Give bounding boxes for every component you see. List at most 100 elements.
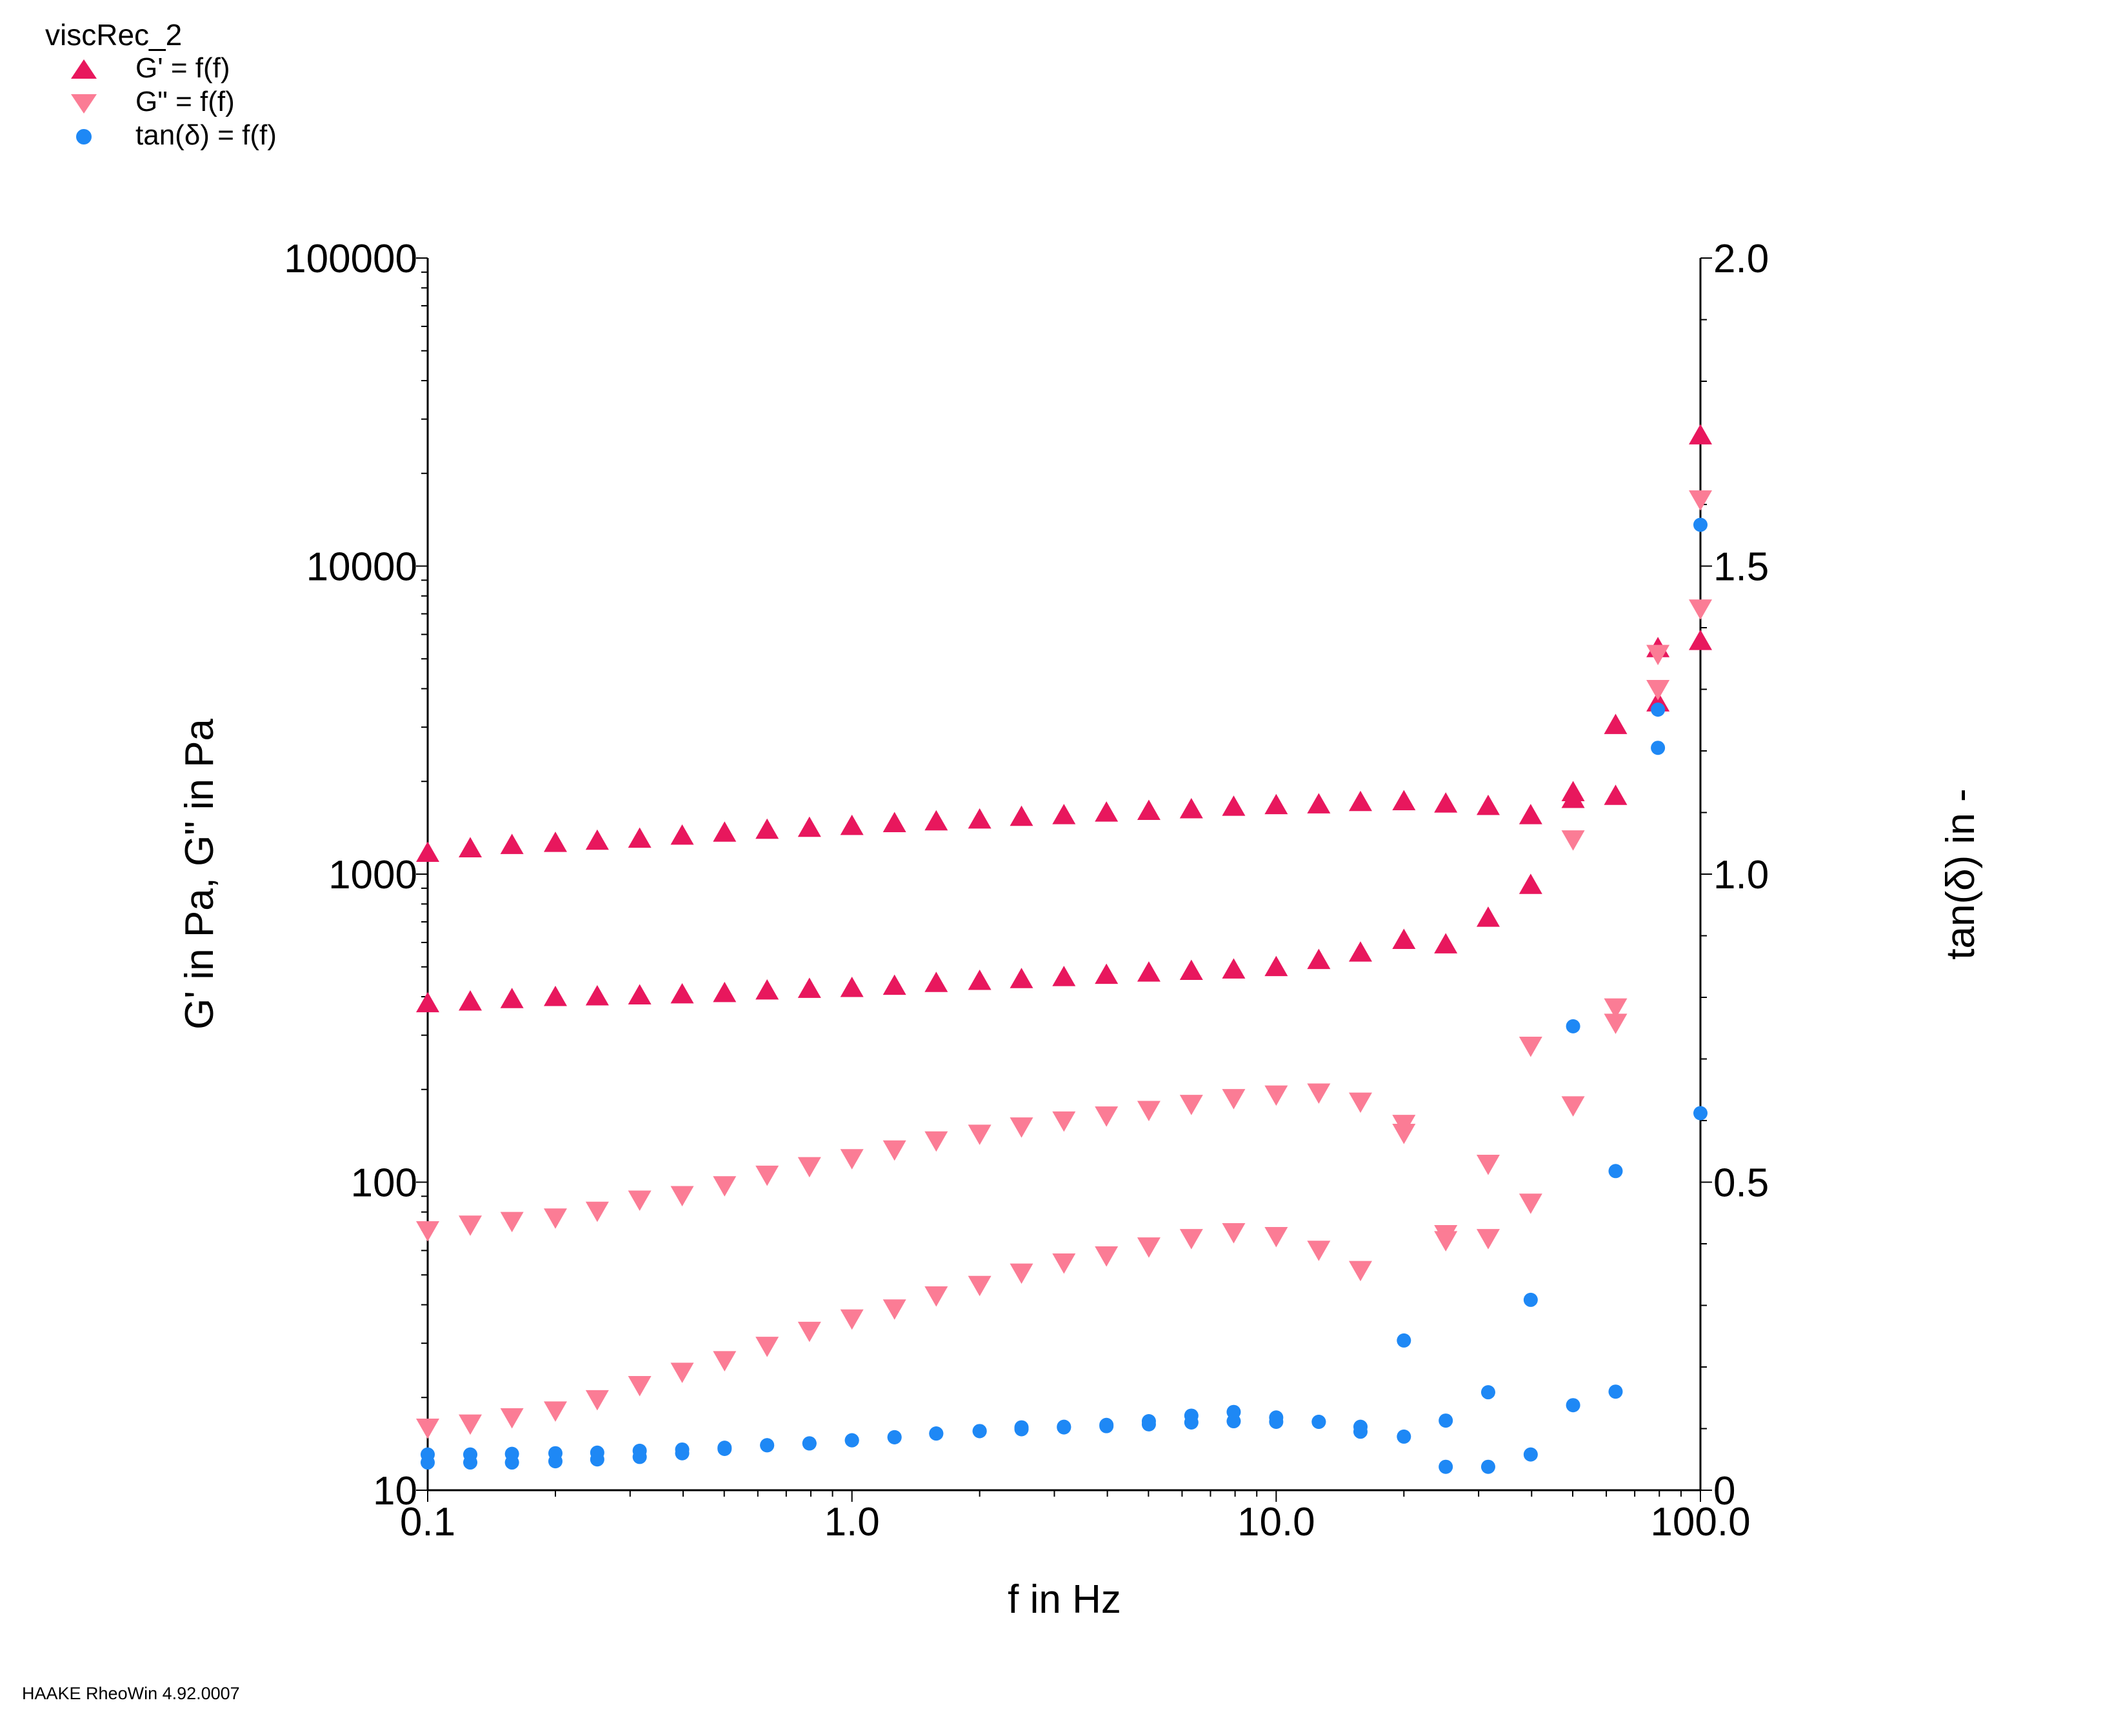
data-point xyxy=(1519,1193,1542,1214)
data-point xyxy=(1348,1092,1372,1113)
data-point xyxy=(1010,805,1033,826)
tick-labels: 0.1 1.0 10.0 100.0 10 100 1000 10000 100000 0 0.5 1… xyxy=(284,237,1769,1544)
data-point xyxy=(1095,963,1119,984)
data-point xyxy=(1392,1123,1416,1144)
legend-item-label: G" = f(f) xyxy=(135,86,235,117)
data-point xyxy=(1099,1419,1114,1433)
x-axis-label: f in Hz xyxy=(1008,1577,1121,1622)
x-tick-label: 0.1 xyxy=(400,1500,455,1544)
data-point xyxy=(543,1401,567,1422)
y2-axis-label: tan(δ) in - xyxy=(1938,788,1983,959)
data-point xyxy=(628,1190,652,1212)
data-point xyxy=(713,981,737,1003)
data-point xyxy=(1561,787,1585,808)
data-point xyxy=(1608,1384,1623,1399)
data-point xyxy=(1566,1019,1580,1033)
data-point xyxy=(755,979,779,1000)
data-point xyxy=(968,970,991,990)
data-point xyxy=(713,1351,737,1372)
data-point xyxy=(500,988,524,1008)
data-point xyxy=(797,1321,821,1342)
data-point xyxy=(459,1215,483,1236)
data-point xyxy=(543,986,567,1006)
data-point xyxy=(1014,1420,1029,1435)
series-5 xyxy=(421,741,1708,1474)
data-point xyxy=(1693,1106,1708,1121)
data-point xyxy=(929,1426,944,1441)
data-point xyxy=(632,1450,647,1464)
data-point xyxy=(1392,928,1416,950)
y2-tick-label: 2.0 xyxy=(1713,237,1769,281)
y2-tick-label: 0 xyxy=(1713,1469,1735,1513)
data-point xyxy=(924,972,948,992)
data-point xyxy=(1651,741,1666,755)
data-point xyxy=(1523,1447,1538,1462)
data-point xyxy=(1604,1013,1628,1034)
axes xyxy=(426,258,1702,1492)
circle-icon xyxy=(76,129,92,145)
data-point xyxy=(755,1165,779,1186)
data-point xyxy=(1480,1459,1495,1474)
data-point xyxy=(1523,1292,1538,1307)
legend-item-g-prime: G' = f(f) xyxy=(45,52,230,85)
data-point xyxy=(797,1157,821,1178)
data-point xyxy=(548,1454,563,1469)
y-tick-label: 10 xyxy=(373,1469,417,1513)
x-tick-label: 1.0 xyxy=(824,1500,880,1544)
data-point xyxy=(1651,703,1666,717)
data-point xyxy=(675,1446,690,1461)
data-point xyxy=(1561,1096,1585,1117)
data-point xyxy=(713,1176,737,1197)
y-tick-label: 10000 xyxy=(306,545,417,590)
data-point xyxy=(1561,830,1585,851)
data-point xyxy=(797,977,821,998)
data-point xyxy=(590,1452,604,1467)
data-point xyxy=(628,827,652,848)
data-point xyxy=(1137,1237,1161,1258)
data-point xyxy=(1689,424,1712,444)
data-point xyxy=(1646,644,1670,666)
data-point xyxy=(1348,790,1372,812)
data-point xyxy=(1693,517,1708,532)
data-point xyxy=(1476,794,1500,815)
data-point xyxy=(924,810,948,831)
data-point xyxy=(1264,955,1288,977)
data-point xyxy=(670,983,694,1004)
y2-tick-label: 1.5 xyxy=(1713,545,1769,590)
data-point xyxy=(1604,713,1628,734)
data-point xyxy=(628,1375,652,1397)
legend-item-tan-delta: tan(δ) = f(f) xyxy=(45,119,277,152)
data-point xyxy=(500,1212,524,1233)
data-point xyxy=(1179,959,1203,980)
data-point xyxy=(1307,948,1331,970)
data-point xyxy=(1269,1414,1284,1429)
data-point xyxy=(968,1275,991,1297)
y-tick-label: 1000 xyxy=(328,853,417,897)
tick-marks xyxy=(416,257,1712,1502)
data-point xyxy=(1010,968,1033,988)
data-point xyxy=(670,1186,694,1207)
data-point xyxy=(1476,1155,1500,1175)
data-point xyxy=(1057,1420,1071,1435)
x-tick-label: 10.0 xyxy=(1237,1500,1315,1544)
y2-tick-label: 0.5 xyxy=(1713,1161,1769,1206)
data-point xyxy=(459,990,483,1011)
legend-item-label: tan(δ) = f(f) xyxy=(135,119,277,151)
data-point xyxy=(840,814,864,835)
series-0 xyxy=(416,424,1712,862)
data-point xyxy=(459,837,483,857)
data-point xyxy=(1137,961,1161,982)
data-point xyxy=(1222,1089,1246,1110)
data-point xyxy=(1439,1459,1453,1474)
data-point xyxy=(416,841,439,862)
data-point xyxy=(1222,1222,1246,1244)
data-point xyxy=(1307,793,1331,813)
data-point xyxy=(1052,1253,1076,1274)
data-point xyxy=(713,821,737,842)
data-point xyxy=(1348,1261,1372,1282)
data-point xyxy=(585,1201,609,1222)
data-point xyxy=(1141,1417,1156,1432)
data-point xyxy=(1095,1246,1119,1267)
data-point xyxy=(1348,941,1372,962)
data-point xyxy=(1476,906,1500,927)
